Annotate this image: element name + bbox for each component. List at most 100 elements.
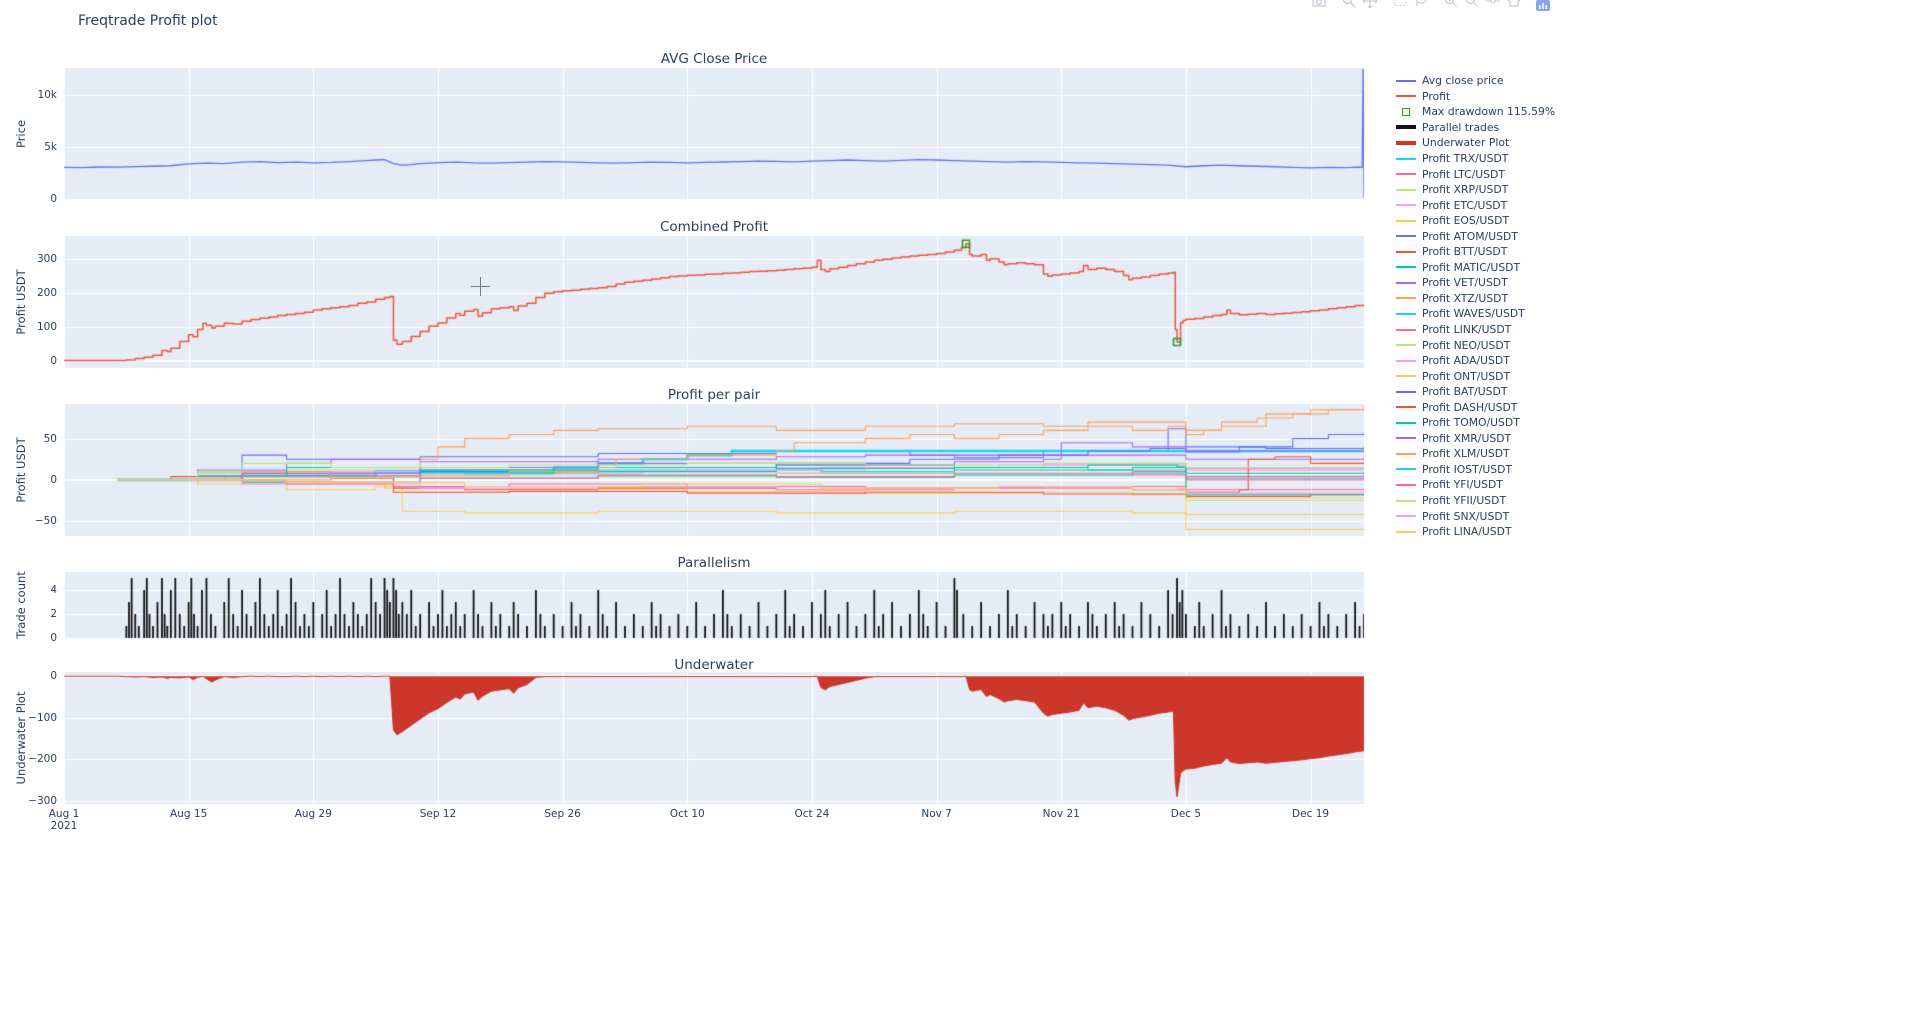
x-tick-label: Nov 21 (1042, 808, 1080, 820)
legend-label: Profit XRP/USDT (1422, 183, 1509, 197)
legend-swatch (1396, 120, 1416, 135)
y-tick-label: 2 (50, 608, 57, 620)
legend-item-profit-xtz-usdt[interactable]: Profit XTZ/USDT (1396, 291, 1555, 307)
reset-axes-icon[interactable] (1506, 0, 1522, 13)
legend-swatch (1396, 524, 1416, 539)
legend-swatch (1396, 260, 1416, 275)
legend-item-profit-etc-usdt[interactable]: Profit ETC/USDT (1396, 197, 1555, 213)
legend-swatch (1396, 306, 1416, 321)
x-tick-label: Dec 5 (1170, 808, 1202, 820)
legend-label: Profit XTZ/USDT (1422, 291, 1509, 305)
legend-item-profit-neo-usdt[interactable]: Profit NEO/USDT (1396, 337, 1555, 353)
legend-item-profit-atom-usdt[interactable]: Profit ATOM/USDT (1396, 228, 1555, 244)
y-tick-label: 0 (50, 473, 57, 486)
legend-label: Profit BAT/USDT (1422, 385, 1508, 399)
legend-item-profit-bat-usdt[interactable]: Profit BAT/USDT (1396, 384, 1555, 400)
legend-label: Profit YFI/USDT (1422, 478, 1503, 492)
box-select-icon[interactable] (1392, 0, 1408, 13)
legend-item-max-drawdown-115-59[interactable]: Max drawdown 115.59% (1396, 104, 1555, 120)
pan-icon[interactable] (1362, 0, 1378, 13)
legend-item-parallel-trades[interactable]: Parallel trades (1396, 120, 1555, 136)
legend-label: Max drawdown 115.59% (1422, 105, 1556, 119)
legend-swatch (1396, 135, 1416, 150)
legend-swatch (1396, 213, 1416, 228)
legend-swatch (1396, 151, 1416, 166)
x-tick-label: Sep 26 (544, 808, 581, 820)
legend-label: Profit (1422, 89, 1451, 103)
legend-swatch (1396, 446, 1416, 461)
x-tick-label: Oct 10 (669, 808, 705, 820)
lasso-select-icon[interactable] (1413, 0, 1429, 13)
legend-swatch (1396, 244, 1416, 259)
legend-label: Profit ONT/USDT (1422, 369, 1511, 383)
legend-swatch (1396, 167, 1416, 182)
legend-item-profit-yfii-usdt[interactable]: Profit YFII/USDT (1396, 493, 1555, 509)
camera-icon[interactable] (1311, 0, 1327, 13)
zoom-in-icon[interactable] (1443, 0, 1459, 13)
y-tick-label: 50 (43, 432, 57, 445)
legend-item-profit-matic-usdt[interactable]: Profit MATIC/USDT (1396, 260, 1555, 276)
y-tick-label: −100 (28, 711, 57, 724)
legend-item-profit-yfi-usdt[interactable]: Profit YFI/USDT (1396, 477, 1555, 493)
legend-label: Profit ETC/USDT (1422, 198, 1508, 212)
autoscale-icon[interactable] (1485, 0, 1501, 13)
legend-item-profit-iost-usdt[interactable]: Profit IOST/USDT (1396, 462, 1555, 478)
legend-swatch (1396, 353, 1416, 368)
x-tick-label: Aug 1 2021 (48, 808, 80, 832)
legend-label: Profit WAVES/USDT (1422, 307, 1525, 321)
legend-label: Profit LINA/USDT (1422, 525, 1512, 539)
legend-label: Profit EOS/USDT (1422, 214, 1510, 228)
legend-item-profit-ada-usdt[interactable]: Profit ADA/USDT (1396, 353, 1555, 369)
legend-item-profit-xrp-usdt[interactable]: Profit XRP/USDT (1396, 182, 1555, 198)
subplot-title-underwater: Underwater (674, 657, 754, 673)
legend-item-profit-lina-usdt[interactable]: Profit LINA/USDT (1396, 524, 1555, 540)
subplot-title-combined-profit: Combined Profit (659, 219, 769, 235)
y-tick-label: 4 (50, 584, 57, 596)
y-tick-label: 300 (36, 253, 57, 265)
subplot-title-parallelism: Parallelism (677, 555, 751, 571)
y-tick-label: 0 (50, 670, 57, 683)
legend-item-profit-xlm-usdt[interactable]: Profit XLM/USDT (1396, 446, 1555, 462)
legend-label: Profit DASH/USDT (1422, 400, 1518, 414)
y-tick-label: 200 (36, 286, 57, 299)
legend-swatch (1396, 198, 1416, 213)
legend-item-profit-vet-usdt[interactable]: Profit VET/USDT (1396, 275, 1555, 291)
x-tick-label: Aug 15 (170, 808, 208, 820)
x-tick-label: Sep 12 (419, 808, 457, 820)
legend-swatch (1396, 104, 1416, 119)
legend-item-profit-btt-usdt[interactable]: Profit BTT/USDT (1396, 244, 1555, 260)
legend-item-profit-ltc-usdt[interactable]: Profit LTC/USDT (1396, 166, 1555, 182)
y-axis-title-profit-usdt: Profit USDT (14, 269, 28, 335)
legend-item-underwater-plot[interactable]: Underwater Plot (1396, 135, 1555, 151)
legend-item-profit-waves-usdt[interactable]: Profit WAVES/USDT (1396, 306, 1555, 322)
legend-label: Profit NEO/USDT (1422, 338, 1511, 352)
legend-label: Profit BTT/USDT (1422, 245, 1508, 259)
legend-item-profit-ont-usdt[interactable]: Profit ONT/USDT (1396, 368, 1555, 384)
legend-label: Profit LINK/USDT (1422, 323, 1512, 337)
legend-swatch (1396, 462, 1416, 477)
zoom-out-icon[interactable] (1464, 0, 1480, 13)
zoom-icon[interactable] (1341, 0, 1357, 13)
legend-label: Profit ATOM/USDT (1422, 229, 1518, 243)
y-tick-label: 5k (44, 141, 57, 154)
legend-label: Profit TRX/USDT (1422, 152, 1509, 165)
legend-label: Profit XMR/USDT (1422, 431, 1512, 445)
legend-item-profit-eos-usdt[interactable]: Profit EOS/USDT (1396, 213, 1555, 229)
legend-item-avg-close-price[interactable]: Avg close price (1396, 73, 1555, 89)
y-axis-title-trade-count: Trade count (14, 571, 28, 639)
y-axis-title-price: Price (14, 119, 28, 149)
legend-item-profit-tomo-usdt[interactable]: Profit TOMO/USDT (1396, 415, 1555, 431)
plotly-logo[interactable] (1536, 0, 1550, 15)
legend-item-profit[interactable]: Profit (1396, 89, 1555, 105)
legend-item-profit-trx-usdt[interactable]: Profit TRX/USDT (1396, 151, 1555, 167)
legend-swatch (1396, 400, 1416, 415)
legend-item-profit-xmr-usdt[interactable]: Profit XMR/USDT (1396, 431, 1555, 447)
legend-item-profit-snx-usdt[interactable]: Profit SNX/USDT (1396, 508, 1555, 524)
legend-label: Underwater Plot (1422, 136, 1510, 150)
legend-label: Profit VET/USDT (1422, 276, 1508, 290)
legend-item-profit-dash-usdt[interactable]: Profit DASH/USDT (1396, 399, 1555, 415)
legend-item-profit-link-usdt[interactable]: Profit LINK/USDT (1396, 322, 1555, 338)
legend-swatch (1396, 89, 1416, 104)
legend-label: Profit LTC/USDT (1422, 167, 1505, 181)
